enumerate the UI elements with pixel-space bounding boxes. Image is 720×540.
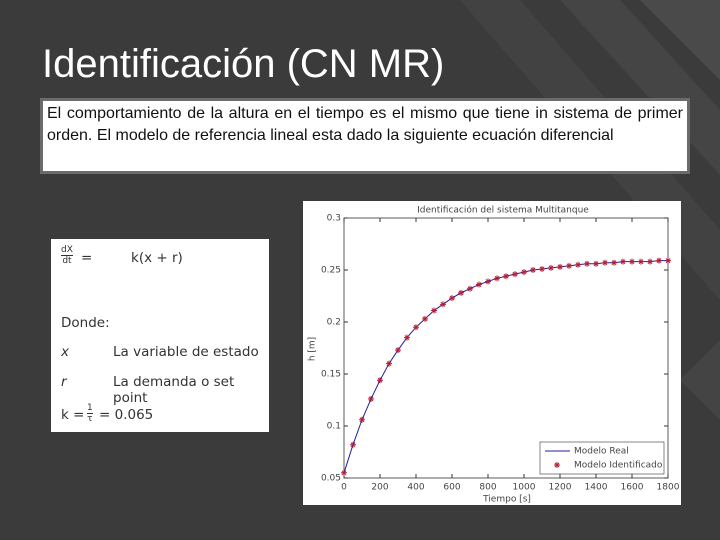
marker — [512, 271, 518, 278]
marker — [341, 469, 347, 476]
marker — [593, 260, 599, 267]
x-tick-label: 1600 — [621, 483, 644, 493]
x-tick-label: 1000 — [513, 483, 536, 493]
legend-label: Modelo Real — [574, 447, 629, 457]
x-axis-label: Tiempo [s] — [482, 495, 531, 505]
marker — [602, 259, 608, 266]
marker — [521, 269, 527, 276]
marker — [404, 334, 410, 341]
y-tick-label: 0.3 — [327, 214, 341, 224]
fraction: dX dt — [61, 245, 73, 266]
definition: La variable de estado — [113, 344, 259, 360]
legend — [539, 441, 665, 475]
marker — [449, 295, 455, 302]
definition: La demanda o set point — [113, 374, 235, 406]
x-tick-label: 400 — [407, 483, 424, 493]
symbol: x — [61, 344, 69, 360]
numerator: 1 — [87, 403, 93, 414]
k-lhs: k = — [61, 407, 85, 423]
marker — [629, 258, 635, 265]
chart-image: Identificación del sistema Multitanque T… — [303, 201, 681, 505]
y-tick-label: 0.1 — [327, 422, 341, 432]
legend-label: Modelo Identificado — [574, 461, 663, 471]
x-tick-label: 1400 — [585, 483, 608, 493]
marker — [422, 315, 428, 322]
x-tick-label: 0 — [341, 483, 347, 493]
slide-title: Identificación (CN MR) — [42, 42, 445, 86]
marker — [539, 265, 545, 272]
symbol: r — [61, 374, 67, 390]
equals: = — [81, 250, 93, 266]
marker — [476, 281, 482, 288]
marker — [530, 267, 536, 273]
y-tick-label: 0.15 — [321, 370, 341, 380]
marker — [665, 257, 671, 264]
marker — [350, 441, 356, 448]
marker — [413, 324, 419, 331]
marker — [359, 416, 365, 423]
marker — [647, 258, 653, 265]
y-axis-label: h [m] — [308, 337, 318, 361]
rhs: k(x + r) — [131, 250, 183, 266]
x-tick-label: 800 — [479, 483, 496, 493]
marker — [656, 257, 662, 264]
marker — [386, 360, 392, 367]
marker — [368, 395, 374, 402]
marker — [377, 377, 383, 384]
plot-area — [343, 217, 669, 479]
equation-panel: dX dt = k(x + r) Donde: x La variable de… — [51, 239, 269, 432]
y-tick-label: 0.2 — [327, 318, 341, 328]
numerator: dX — [61, 245, 73, 256]
marker — [485, 278, 491, 285]
chart-title: Identificación del sistema Multitanque — [417, 205, 589, 216]
y-tick-label: 0.25 — [321, 266, 341, 276]
marker — [467, 285, 473, 292]
where: Donde: — [61, 315, 110, 331]
marker — [638, 258, 644, 265]
denominator: dt — [62, 256, 72, 266]
fraction: 1 τ — [87, 403, 93, 424]
marker — [575, 261, 581, 268]
y-tick-label: 0.05 — [321, 474, 341, 484]
k-rhs: = 0.065 — [99, 407, 154, 423]
marker — [494, 275, 500, 282]
x-tick-label: 1800 — [657, 483, 680, 493]
marker — [503, 273, 509, 280]
marker — [431, 307, 437, 314]
marker — [584, 260, 590, 267]
marker — [395, 347, 401, 354]
x-tick-label: 600 — [443, 483, 460, 493]
marker — [566, 262, 572, 269]
marker — [620, 258, 626, 265]
marker — [557, 263, 563, 270]
chart: Identificación del sistema Multitanque T… — [308, 205, 680, 505]
x-tick-label: 1200 — [549, 483, 572, 493]
text-box: El comportamiento de la altura en el tie… — [40, 98, 690, 174]
x-tick-label: 200 — [371, 483, 388, 493]
marker — [458, 289, 464, 296]
marker — [548, 264, 554, 271]
denominator: τ — [87, 414, 93, 424]
legend-swatch — [554, 462, 560, 468]
marker — [440, 301, 446, 308]
line — [343, 260, 668, 473]
marker — [611, 259, 617, 266]
